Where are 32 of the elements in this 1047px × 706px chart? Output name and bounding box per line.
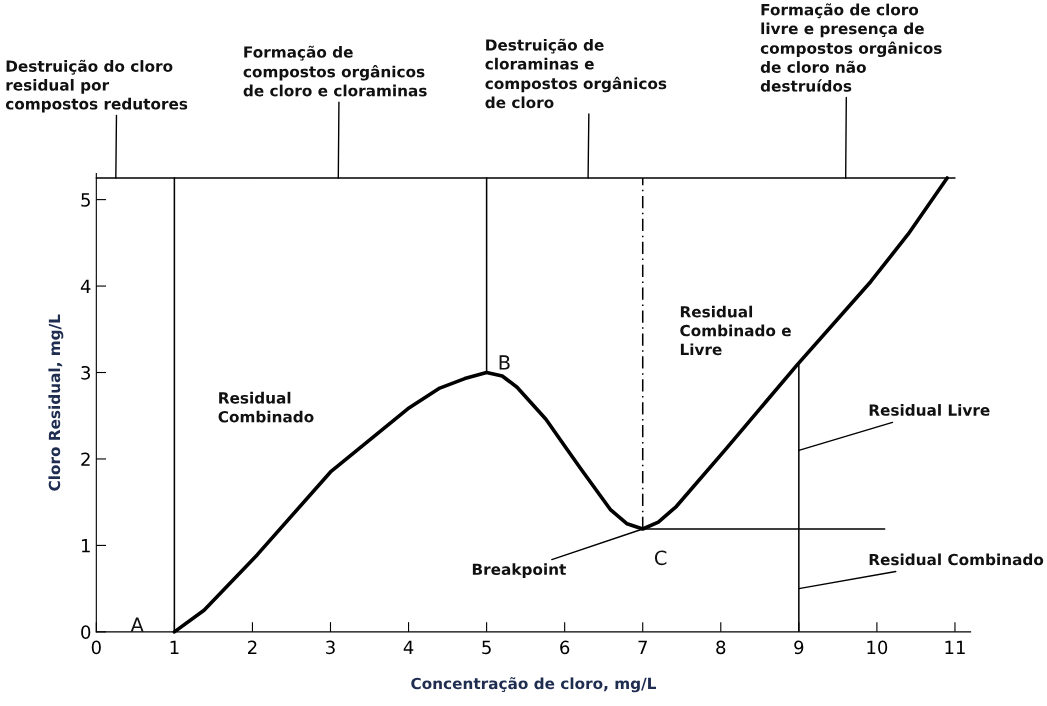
annotation: Destruição de cloraminas e compostos orgânicos de cloro	[485, 38, 667, 109]
annotation: Residual Combinado	[218, 391, 314, 423]
y-tick-label: 4	[80, 279, 91, 293]
y-tick-label: 5	[81, 193, 90, 207]
x-tick-label: 9	[794, 640, 804, 655]
x-tick-label: 8	[716, 640, 726, 655]
y-tick-label: 1	[81, 539, 90, 553]
annotation: Formação de compostos orgânicos de cloro e cloraminas	[243, 45, 427, 97]
x-tick-label: 0	[91, 640, 101, 655]
annotation: B	[499, 355, 510, 370]
annotation: Destruição do cloro residual por compostos redutores	[5, 59, 188, 113]
x-tick-label: 4	[403, 640, 414, 654]
y-axis-title: Cloro Residual, mg/L	[48, 314, 64, 491]
annotation: Residual Combinado	[869, 553, 1044, 566]
y-tick-label: 2	[81, 452, 90, 466]
y-tick-label: 3	[81, 365, 91, 380]
annotation: Residual Livre	[869, 404, 990, 416]
x-tick-label: 3	[326, 640, 335, 655]
x-tick-label: 5	[482, 640, 491, 655]
x-tick-label: 2	[248, 640, 257, 654]
annotation: Breakpoint	[472, 563, 566, 579]
annotation: A	[130, 617, 144, 632]
x-tick-label: 10	[867, 640, 888, 655]
x-tick-label: 11	[945, 640, 965, 654]
annotation: Formação de cloro livre e presença de compostos orgânicos de cloro não destruídos	[760, 3, 942, 92]
x-axis-title: Concentração de cloro, mg/L	[411, 677, 656, 693]
y-tick-label: 0	[81, 625, 91, 639]
x-tick-label: 6	[560, 640, 570, 655]
x-tick-label: 7	[638, 640, 647, 654]
x-tick-label: 1	[170, 640, 179, 654]
annotation: Residual Combinado e Livre	[680, 305, 791, 356]
annotation: C	[654, 550, 667, 566]
